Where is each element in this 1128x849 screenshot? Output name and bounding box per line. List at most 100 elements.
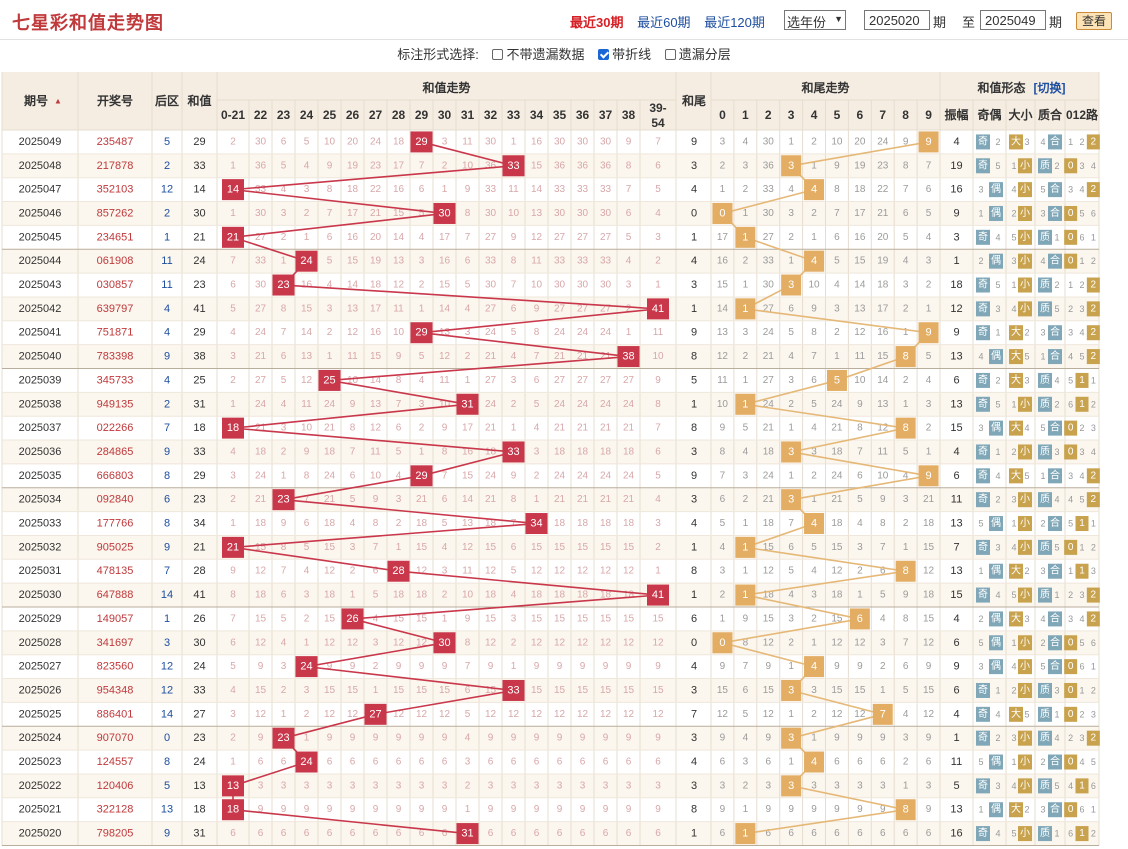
checkbox-no-omission[interactable] <box>492 49 504 60</box>
tail-marker <box>735 226 756 248</box>
route-omission: 3 <box>1091 709 1096 719</box>
from-issue-input[interactable]: 2025020 <box>864 10 930 30</box>
route-badge <box>1086 468 1100 484</box>
tail-marker <box>895 417 916 439</box>
form-badge <box>1018 516 1032 532</box>
form-omission: 4 <box>1040 137 1045 147</box>
tail-omission: 4 <box>788 184 794 195</box>
route-omission: 6 <box>1091 781 1096 791</box>
year-select[interactable]: 选年份 ▼ <box>784 10 846 30</box>
tail-omission: 6 <box>720 828 726 839</box>
tail-omission: 21 <box>831 423 843 434</box>
sum-omission: 7 <box>534 351 540 362</box>
route-badge-label: 0 <box>1068 757 1074 768</box>
sum-marker-label: 21 <box>227 231 239 243</box>
sum-omission: 10 <box>324 136 336 147</box>
amplitude-cell: 16 <box>950 184 962 196</box>
form-badge-label: 合 <box>1050 516 1060 529</box>
sort-icon[interactable]: ▲ <box>54 97 62 106</box>
sum-omission: 30 <box>485 208 497 219</box>
form-badge-label: 小 <box>1020 660 1030 672</box>
route-omission: 4 <box>1091 161 1096 171</box>
sum-omission: 4 <box>465 303 471 314</box>
sum-omission: 2 <box>511 399 517 410</box>
sum-omission: 15 <box>623 613 635 624</box>
tail-cell: 5 <box>691 374 697 386</box>
sum-omission: 3 <box>655 780 661 791</box>
sum-omission: 1 <box>511 661 517 672</box>
sum-omission: 27 <box>485 232 497 243</box>
sum-omission: 21 <box>255 494 267 505</box>
route-omission: 1 <box>1091 232 1096 242</box>
to-issue-suffix: 期 <box>1049 15 1063 30</box>
sum-col-label: 31 <box>461 108 475 122</box>
sum-omission: 2 <box>230 494 236 505</box>
tail-cell: 4 <box>691 518 697 530</box>
option-omission-layer[interactable]: 遗漏分层 <box>664 44 731 63</box>
sum-omission: 5 <box>511 566 517 577</box>
tail-omission: 27 <box>763 303 775 314</box>
sum-omission: 3 <box>419 399 425 410</box>
sum-omission: 27 <box>600 232 612 243</box>
sum-omission: 3 <box>350 780 356 791</box>
form-badge <box>989 635 1003 651</box>
form-badge-label: 质 <box>1040 445 1050 457</box>
sum-omission: 1 <box>442 184 448 195</box>
checkbox-with-line[interactable] <box>598 49 610 60</box>
to-issue-input[interactable]: 2025049 <box>980 10 1046 30</box>
period-link-60[interactable]: 最近60期 <box>637 15 691 30</box>
sum-omission: 12 <box>393 280 405 291</box>
sum-marker-label: 34 <box>530 518 542 530</box>
numbers-cell: 647888 <box>97 589 134 601</box>
sum-omission: 3 <box>557 780 563 791</box>
form-badge-label: 奇 <box>978 397 988 410</box>
switch-link[interactable]: [切换] <box>1034 80 1066 95</box>
sum-marker-label: 30 <box>438 207 450 219</box>
sum-marker-label: 41 <box>652 589 664 601</box>
tail-omission: 7 <box>743 661 749 672</box>
checkbox-omission-layer[interactable] <box>664 49 676 60</box>
query-button[interactable]: 查看 <box>1076 12 1112 30</box>
tail-omission: 1 <box>857 590 863 601</box>
option-with-line[interactable]: 带折线 <box>598 44 651 63</box>
sum-omission: 3 <box>230 470 236 481</box>
tail-omission: 15 <box>854 685 866 696</box>
form-badge-label: 质 <box>1040 374 1050 386</box>
tail-omission: 7 <box>926 160 932 171</box>
amplitude-cell: 9 <box>953 207 959 219</box>
period-link-120[interactable]: 最近120期 <box>704 15 765 30</box>
tail-omission: 2 <box>880 661 886 672</box>
sum-omission: 2 <box>230 136 236 147</box>
tail-omission: 2 <box>720 160 726 171</box>
sum-cell: 29 <box>193 470 205 482</box>
sum-omission: 13 <box>439 327 451 338</box>
tail-omission: 5 <box>903 232 909 243</box>
sum-omission: 5 <box>281 375 287 386</box>
table-row <box>2 583 1099 607</box>
tail-omission: 4 <box>834 280 840 291</box>
sum-omission: 1 <box>230 757 236 768</box>
sum-omission: 21 <box>485 494 497 505</box>
option-no-omission[interactable]: 不带遗漏数据 <box>492 44 584 63</box>
tail-marker-label: 0 <box>719 207 725 219</box>
sum-omission: 9 <box>511 733 517 744</box>
table-row <box>2 821 1099 846</box>
sum-omission: 20 <box>370 232 382 243</box>
tail-omission: 12 <box>717 351 729 362</box>
tail-omission: 3 <box>880 780 886 791</box>
tail-omission: 24 <box>763 399 775 410</box>
sum-omission: 18 <box>600 518 612 529</box>
tail-cell: 1 <box>691 828 697 840</box>
tail-omission: 8 <box>834 184 840 195</box>
sum-omission: 2 <box>230 733 236 744</box>
tail-col-label: 1 <box>742 108 749 122</box>
period-link-30[interactable]: 最近30期 <box>570 15 624 30</box>
route-badge-label: 0 <box>1068 256 1074 267</box>
sum-omission: 8 <box>281 542 287 553</box>
numbers-cell: 352103 <box>97 184 134 196</box>
sum-omission: 16 <box>393 184 405 195</box>
tail-marker-label: 3 <box>788 780 794 792</box>
form-badge <box>1048 635 1062 651</box>
sum-omission: 9 <box>373 804 379 815</box>
sum-omission: 12 <box>416 637 428 648</box>
